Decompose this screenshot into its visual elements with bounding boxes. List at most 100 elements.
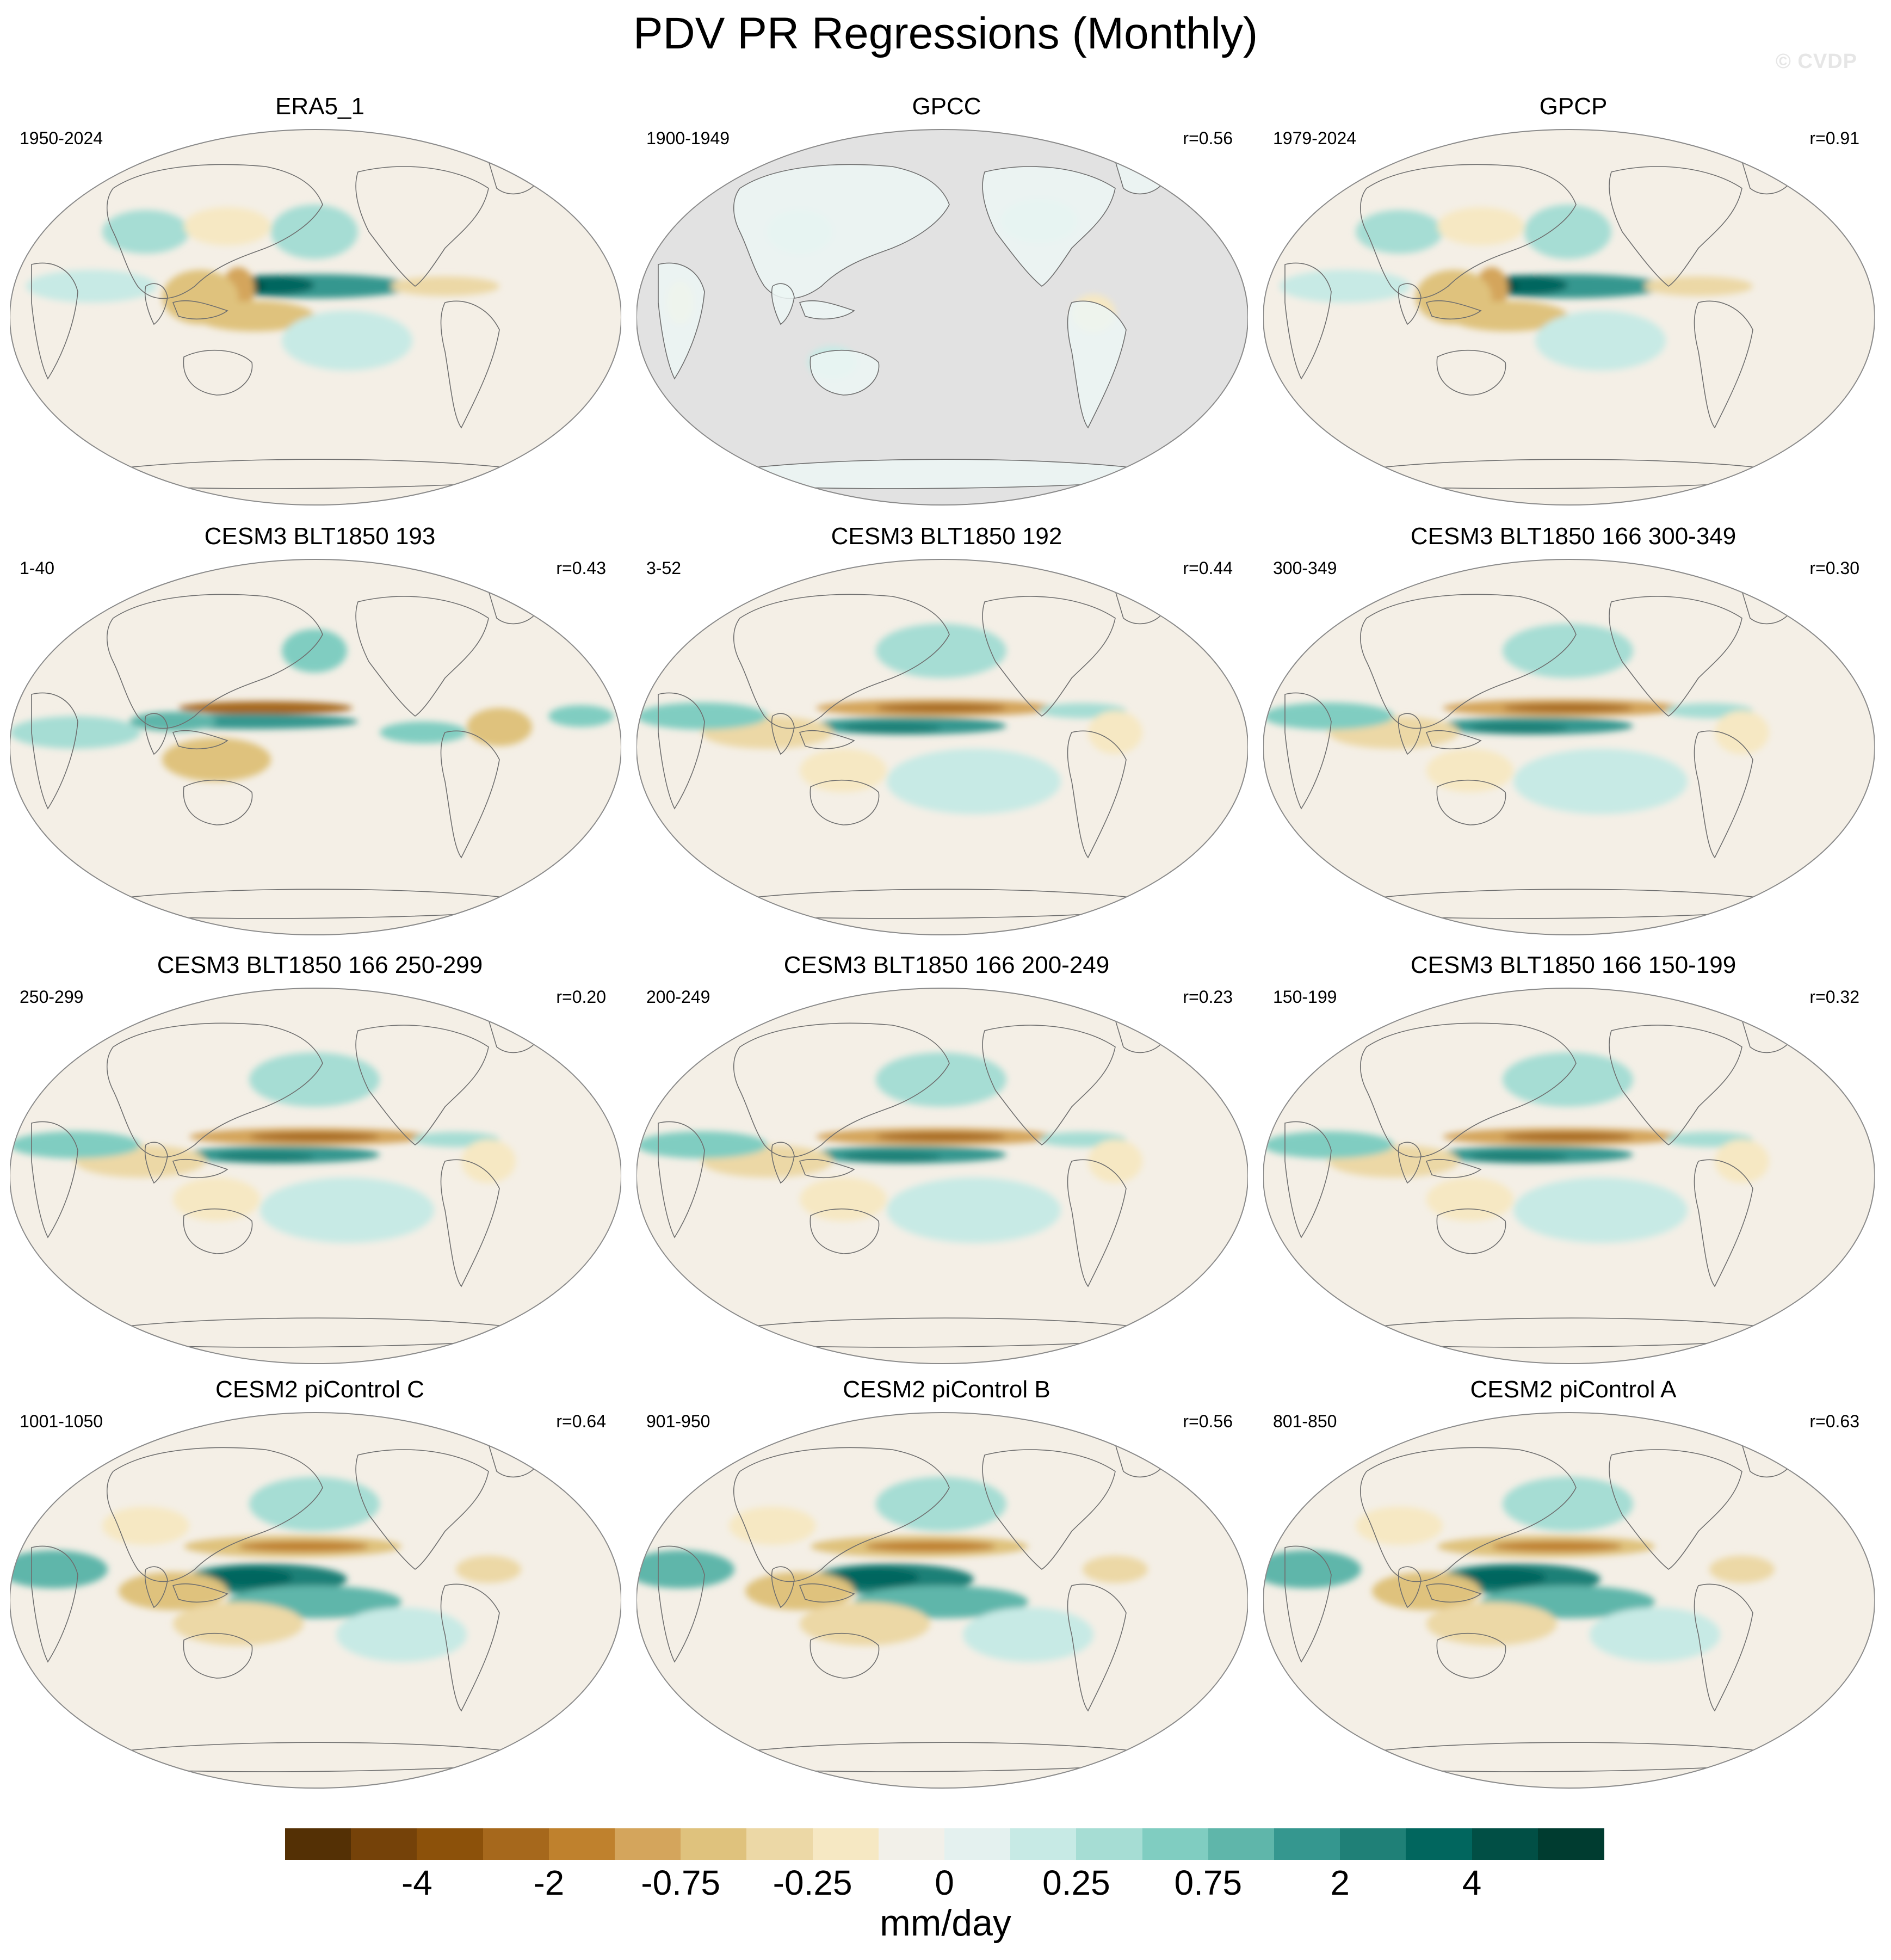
panel-correlation: r=0.64: [556, 1412, 606, 1431]
coastline-samerica: [1067, 730, 1127, 859]
coastline-asia: [106, 1447, 323, 1582]
coastline-namerica: [982, 596, 1116, 717]
coastline-maritime: [172, 300, 228, 319]
coastline-africa: [658, 692, 705, 810]
coastline-maritime: [1425, 1583, 1482, 1602]
coastline-maritime: [1425, 730, 1482, 749]
map-panel: CESM2 piControl C 1001-1050 r=0.64: [10, 1376, 630, 1800]
precip-anomaly-region: [1503, 1132, 1633, 1141]
coastline-africa: [658, 1545, 705, 1663]
coastline-namerica: [355, 596, 489, 717]
panel-years: 250-299: [20, 987, 84, 1007]
precip-anomaly-region: [832, 1568, 919, 1587]
coastline-namerica: [1609, 1449, 1742, 1570]
coastline-africa: [31, 1121, 78, 1238]
precip-anomaly-region: [336, 1607, 467, 1662]
precip-anomaly-region: [1426, 749, 1513, 792]
colorbar-box: [1076, 1828, 1143, 1860]
coastline-samerica: [1694, 730, 1753, 859]
precip-anomaly-region: [249, 1052, 380, 1107]
precip-anomaly-region: [10, 1131, 140, 1158]
precip-anomaly-region: [636, 702, 767, 730]
colorbar-tick-label: 0.25: [1042, 1863, 1110, 1902]
panel-title: GPCC: [912, 93, 981, 120]
coastline-asia: [106, 594, 323, 729]
precip-anomaly-region: [876, 1132, 1006, 1141]
coastline-namerica: [982, 166, 1116, 287]
precip-anomaly-region: [1503, 1052, 1633, 1107]
map-background: [1263, 988, 1875, 1364]
colorbar-tick-label: -2: [533, 1863, 565, 1902]
precip-anomaly-region: [380, 722, 467, 743]
panel-title: CESM3 BLT1850 166 150-199: [1410, 952, 1736, 978]
colorbar-tick-label: -4: [401, 1863, 432, 1902]
map-plot: [10, 988, 621, 1364]
precip-anomaly-region: [1088, 1139, 1142, 1183]
map-background: [636, 559, 1248, 935]
precip-anomaly-region: [217, 1151, 314, 1162]
precip-anomaly-region: [876, 1052, 1006, 1107]
coastline-india: [771, 1566, 795, 1608]
map-plot: [1263, 988, 1875, 1364]
map-panel: CESM3 BLT1850 166 150-199 150-199 r=0.32: [1263, 951, 1883, 1376]
precip-anomaly-region: [10, 1550, 108, 1588]
precip-anomaly-region: [1088, 711, 1142, 754]
precip-anomaly-region: [271, 205, 358, 259]
map-background: [636, 988, 1248, 1364]
coastline-india: [144, 1566, 168, 1608]
precip-anomaly-region: [249, 1477, 380, 1531]
coastline-australia: [809, 1632, 880, 1679]
map-background: [10, 988, 621, 1364]
colorbar-box: [1537, 1828, 1604, 1860]
coastline-asia: [733, 1447, 950, 1582]
precip-anomaly-region: [1524, 205, 1611, 259]
coastline-maritime: [172, 1158, 228, 1178]
colorbar-box: [483, 1828, 549, 1860]
coastline-samerica: [440, 300, 500, 429]
precip-anomaly-region: [1513, 749, 1688, 814]
precip-anomaly-region: [887, 749, 1061, 814]
precip-anomaly-region: [1263, 1550, 1361, 1588]
coastline-africa: [1284, 1121, 1332, 1238]
coastline-maritime: [799, 1583, 855, 1602]
colorbar-box: [351, 1828, 418, 1860]
coastline-samerica: [1694, 1583, 1753, 1712]
panel-title: CESM3 BLT1850 166 200-249: [783, 952, 1110, 978]
coastline-namerica: [1609, 1025, 1742, 1145]
map-border: [1263, 559, 1875, 935]
precip-anomaly-region: [282, 629, 347, 673]
coastline-samerica: [1067, 300, 1127, 429]
map-border: [636, 129, 1248, 506]
precip-anomaly-region: [843, 1151, 941, 1162]
coastline-australia: [183, 349, 253, 396]
precip-anomaly-region: [876, 1477, 1006, 1531]
coastline-maritime: [799, 300, 855, 319]
panel-correlation: r=0.91: [1809, 128, 1859, 148]
colorbar-box: [681, 1828, 747, 1860]
map-plot: [10, 1412, 621, 1789]
coastline-australia: [809, 1208, 880, 1254]
colorbar-tick-label: 0.75: [1174, 1863, 1243, 1902]
colorbar-box: [1208, 1828, 1275, 1860]
coastline-australia: [809, 349, 880, 396]
precip-anomaly-region: [102, 1507, 189, 1545]
colorbar-box: [1472, 1828, 1538, 1860]
precip-anomaly-region: [963, 1607, 1093, 1662]
map-panel: CESM3 BLT1850 166 300-349 300-349 r=0.30: [1263, 522, 1883, 947]
panel-correlation: r=0.32: [1809, 987, 1859, 1007]
precip-anomaly-region: [636, 1131, 767, 1158]
precip-anomaly-region: [456, 1556, 521, 1583]
panel-correlation: r=0.56: [1183, 1412, 1233, 1431]
precip-anomaly-region: [195, 301, 314, 331]
coastline-maritime: [1425, 300, 1482, 319]
precip-anomaly-region: [1503, 704, 1633, 712]
panel-title: CESM3 BLT1850 166 300-349: [1410, 523, 1736, 550]
precip-anomaly-region: [1356, 1507, 1443, 1545]
colorbar-box: [1340, 1828, 1407, 1860]
panel-correlation: r=0.63: [1809, 1412, 1859, 1431]
coastline-maritime: [799, 1158, 855, 1178]
coastline-africa: [1284, 692, 1332, 810]
map-border: [1263, 129, 1875, 506]
map-plot: [1263, 129, 1875, 506]
colorbar-units: mm/day: [880, 1902, 1011, 1944]
